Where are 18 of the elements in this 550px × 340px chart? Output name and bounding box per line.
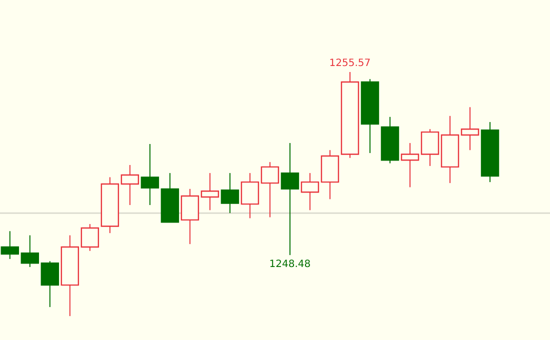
candlestick [300, 172, 320, 211]
candlestick [120, 164, 140, 206]
candlestick [0, 230, 19, 260]
candlestick [420, 128, 440, 166]
candlestick [260, 162, 280, 218]
candlestick [220, 172, 240, 214]
candlestick [40, 260, 60, 308]
candlestick [400, 142, 420, 188]
candlestick [460, 106, 480, 151]
candlestick [140, 144, 160, 206]
candlestick [180, 188, 200, 245]
annotation: 1248.48 [269, 259, 311, 270]
candlestick [200, 172, 220, 211]
candlestick [20, 234, 40, 268]
candlestick [80, 224, 100, 252]
candlestick [280, 142, 300, 256]
candlestick [240, 172, 260, 219]
annotation: 1255.57 [329, 58, 371, 70]
